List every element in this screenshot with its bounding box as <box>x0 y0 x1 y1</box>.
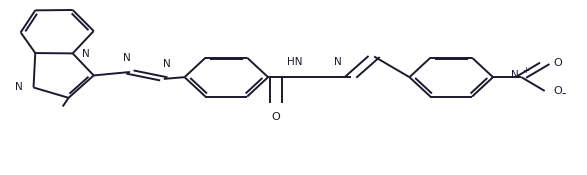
Text: N: N <box>82 49 90 59</box>
Text: O: O <box>553 58 562 68</box>
Text: N: N <box>335 57 342 67</box>
Text: N: N <box>123 52 131 62</box>
Text: -: - <box>561 87 565 100</box>
Text: N: N <box>511 71 518 80</box>
Text: HN: HN <box>287 57 303 67</box>
Text: N: N <box>15 82 23 93</box>
Text: +: + <box>522 66 529 75</box>
Text: O: O <box>553 86 562 96</box>
Text: N: N <box>163 60 171 69</box>
Text: O: O <box>272 113 281 122</box>
